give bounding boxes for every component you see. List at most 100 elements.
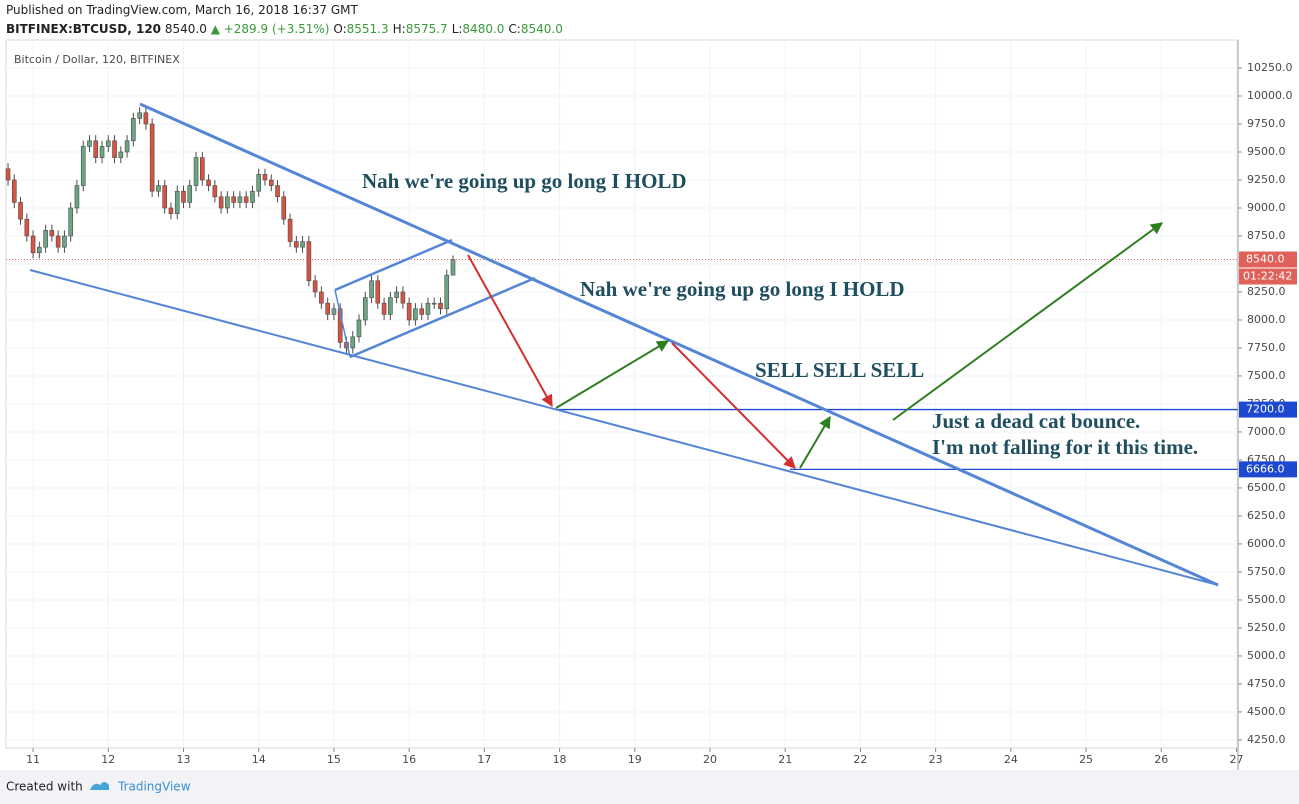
arrow-down bbox=[467, 254, 553, 408]
trendline bbox=[29, 269, 1219, 586]
arrow-down bbox=[671, 342, 796, 469]
channel-line bbox=[334, 289, 351, 358]
x-tick-label: 25 bbox=[1079, 753, 1093, 766]
arrow-up bbox=[892, 222, 1163, 421]
candle-body bbox=[200, 157, 205, 181]
x-tick-label: 26 bbox=[1154, 753, 1168, 766]
candle-body bbox=[62, 235, 67, 248]
candle-body bbox=[225, 196, 230, 209]
y-tick-label: 5750.0 bbox=[1247, 565, 1286, 578]
candle-body bbox=[425, 302, 431, 315]
x-tick-label: 12 bbox=[101, 753, 115, 766]
candle-body bbox=[174, 190, 180, 214]
x-tick-label: 18 bbox=[553, 753, 567, 766]
candle-body bbox=[18, 202, 23, 220]
candle-body bbox=[300, 241, 305, 248]
trendline bbox=[139, 102, 1219, 587]
candle-body bbox=[362, 297, 368, 321]
candle-body bbox=[99, 146, 105, 158]
y-tick-label: 7500.0 bbox=[1247, 369, 1286, 382]
annotation: Just a dead cat bounce. bbox=[932, 409, 1140, 433]
candle-body bbox=[112, 140, 117, 158]
candle-body bbox=[181, 190, 186, 203]
candle-body bbox=[193, 157, 199, 186]
ohlc-value: 8551.3 bbox=[346, 22, 389, 36]
ohlc-label: O: bbox=[333, 22, 347, 36]
x-tick-label: 17 bbox=[477, 753, 491, 766]
y-tick-label: 8250.0 bbox=[1247, 285, 1286, 298]
annotation: Nah we're going up go long I HOLD bbox=[362, 169, 687, 193]
time-axis bbox=[0, 749, 1238, 770]
candle-body bbox=[149, 123, 155, 192]
candle-body bbox=[256, 174, 262, 192]
symbol: BITFINEX:BTCUSD, 120 bbox=[6, 22, 162, 36]
hline-tag bbox=[1239, 461, 1297, 478]
candle-body bbox=[131, 118, 136, 142]
candle-body bbox=[375, 280, 381, 304]
channel-line bbox=[334, 238, 453, 292]
footer-bar bbox=[0, 770, 1299, 804]
x-tick-label: 24 bbox=[1004, 753, 1018, 766]
x-tick-label: 21 bbox=[778, 753, 792, 766]
candle-body bbox=[87, 140, 92, 147]
ohlc-label: H: bbox=[392, 22, 406, 36]
candle-body bbox=[306, 241, 312, 282]
y-tick-label: 5500.0 bbox=[1247, 593, 1286, 606]
y-tick-label: 4500.0 bbox=[1247, 705, 1286, 718]
change: ▲ +289.9 (+3.51%) bbox=[210, 22, 330, 36]
candle-body bbox=[80, 146, 86, 186]
y-tick-label: 8750.0 bbox=[1247, 229, 1286, 242]
candle-body bbox=[356, 319, 362, 338]
candle-body bbox=[24, 218, 30, 237]
x-tick-label: 19 bbox=[628, 753, 642, 766]
hline-label: 7200.0 bbox=[1246, 403, 1285, 416]
y-tick-label: 10250.0 bbox=[1247, 61, 1293, 74]
candle-body bbox=[105, 140, 111, 147]
candle-body bbox=[369, 280, 374, 298]
candle-body bbox=[11, 179, 17, 203]
y-tick-label: 4250.0 bbox=[1247, 733, 1286, 746]
candle-body bbox=[287, 218, 293, 242]
logo bbox=[90, 782, 109, 790]
y-tick-label: 8000.0 bbox=[1247, 313, 1286, 326]
x-tick-label: 15 bbox=[327, 753, 341, 766]
channel-line bbox=[349, 276, 536, 359]
candle-body bbox=[331, 308, 337, 315]
candle-body bbox=[394, 291, 399, 298]
plot-frame bbox=[5, 39, 1239, 749]
candle-body bbox=[137, 112, 142, 119]
candle-body bbox=[381, 302, 387, 315]
candle-body bbox=[406, 302, 412, 321]
candle-body bbox=[74, 185, 80, 209]
candle-body bbox=[168, 207, 174, 214]
candle-body bbox=[438, 302, 443, 310]
candle-body bbox=[162, 185, 168, 209]
candle-body bbox=[43, 230, 48, 248]
ohlc-value: 8540.0 bbox=[520, 22, 563, 36]
x-tick-label: 23 bbox=[929, 753, 943, 766]
candle-body bbox=[268, 179, 274, 186]
candle-body bbox=[206, 179, 211, 186]
candle-body bbox=[450, 259, 456, 276]
candle-body bbox=[187, 185, 193, 203]
candle-body bbox=[156, 185, 161, 192]
candle-body bbox=[388, 297, 393, 315]
candle-body bbox=[218, 196, 224, 209]
y-tick-label: 4750.0 bbox=[1247, 677, 1286, 690]
symbol-line: BITFINEX:BTCUSD, 120 8540.0 ▲ +289.9 (+3… bbox=[6, 22, 567, 36]
candle-body bbox=[413, 308, 418, 321]
candle-body bbox=[275, 185, 280, 198]
ohlc-value: 8480.0 bbox=[462, 22, 505, 36]
candle-body bbox=[93, 140, 99, 158]
y-tick-label: 7000.0 bbox=[1247, 425, 1286, 438]
last-price-tag bbox=[1239, 251, 1297, 268]
candle-body bbox=[124, 140, 130, 153]
annotation: SELL SELL SELL bbox=[755, 358, 924, 382]
y-tick-label: 9250.0 bbox=[1247, 173, 1286, 186]
x-tick-label: 27 bbox=[1229, 753, 1243, 766]
arrow-up bbox=[799, 415, 831, 469]
candle-body bbox=[337, 308, 343, 343]
ohlc-label: L: bbox=[451, 22, 463, 36]
footer-brand[interactable]: TradingView bbox=[117, 780, 191, 794]
